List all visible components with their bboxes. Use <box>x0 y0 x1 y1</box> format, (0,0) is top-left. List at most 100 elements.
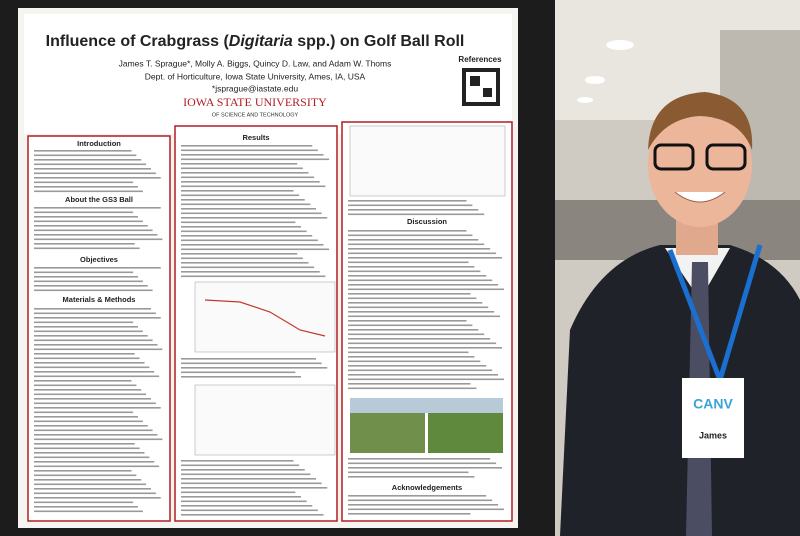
text-line <box>348 508 505 511</box>
text-line <box>348 499 493 502</box>
text-line <box>348 387 477 390</box>
text-line <box>34 271 134 274</box>
text-line <box>34 357 140 360</box>
text-line <box>181 496 301 498</box>
text-line <box>34 465 160 468</box>
text-line <box>348 369 493 372</box>
text-line <box>348 248 491 250</box>
text-line <box>34 312 156 315</box>
text-line <box>181 194 300 197</box>
university: IOWA STATE UNIVERSITY <box>183 95 327 109</box>
text-line <box>348 458 491 460</box>
text-line <box>34 168 151 170</box>
text-line <box>34 470 132 472</box>
text-line <box>181 376 301 378</box>
text-line <box>34 225 148 227</box>
text-line <box>34 384 137 387</box>
text-line <box>348 342 497 345</box>
text-line <box>348 252 497 255</box>
text-line <box>348 293 471 295</box>
text-line <box>181 460 294 462</box>
text-line <box>34 407 161 409</box>
text-line <box>181 203 311 206</box>
text-line <box>348 333 485 336</box>
text-line <box>181 509 318 512</box>
text-line <box>181 217 328 219</box>
text-line <box>181 199 305 201</box>
text-line <box>181 464 300 467</box>
text-line <box>34 443 135 445</box>
text-line <box>181 172 309 174</box>
text-line <box>34 229 153 232</box>
text-line <box>348 513 471 515</box>
section-heading: Acknowledgements <box>392 483 462 492</box>
text-line <box>181 253 298 255</box>
text-line <box>34 220 143 223</box>
text-line <box>348 351 469 354</box>
text-line <box>181 271 320 273</box>
text-line <box>348 315 501 318</box>
text-line <box>34 393 147 396</box>
text-line <box>34 177 161 179</box>
text-line <box>348 365 487 367</box>
text-line <box>34 362 145 364</box>
light <box>577 97 593 103</box>
column <box>27 135 171 522</box>
text-line <box>181 478 316 480</box>
text-line <box>34 326 138 328</box>
glasses <box>653 143 695 171</box>
text-line <box>348 383 471 385</box>
section-heading: Results <box>242 133 269 142</box>
text-line <box>348 284 499 286</box>
text-line <box>181 149 318 152</box>
text-line <box>34 371 155 373</box>
text-line <box>34 479 142 481</box>
text-line <box>34 344 158 346</box>
text-line <box>181 158 330 161</box>
text-line <box>348 230 467 232</box>
text-line <box>34 353 135 355</box>
text-line <box>181 358 316 360</box>
badge <box>682 378 744 458</box>
text-line <box>348 338 491 340</box>
text-line <box>181 154 324 156</box>
jacket <box>560 245 800 536</box>
text-line <box>348 462 497 465</box>
text-line <box>181 487 328 489</box>
figure <box>194 384 336 456</box>
poster-title: Influence of Crabgrass (Digitaria spp.) … <box>46 33 465 50</box>
text-line <box>181 235 313 237</box>
email: *jsprague@iastate.edu <box>212 83 298 93</box>
text-line <box>34 438 163 441</box>
text-line <box>348 329 479 331</box>
text-line <box>181 482 322 485</box>
text-line <box>34 348 163 351</box>
qr-code <box>470 76 480 86</box>
text-line <box>34 211 134 214</box>
text-line <box>34 434 158 436</box>
text-line <box>348 275 487 277</box>
text-line <box>348 356 475 358</box>
text-line <box>34 289 153 292</box>
light <box>585 76 605 84</box>
text-line <box>181 491 296 494</box>
section-heading: About the GS3 Ball <box>65 195 133 204</box>
text-line <box>34 276 138 278</box>
text-line <box>34 267 161 269</box>
text-line <box>34 492 156 495</box>
text-line <box>348 234 473 237</box>
text-line <box>181 208 316 210</box>
text-line <box>34 186 138 188</box>
face <box>648 103 752 227</box>
text-line <box>348 360 481 363</box>
text-line <box>34 411 134 414</box>
badge-name: James <box>699 430 727 440</box>
text-line <box>34 159 142 161</box>
section-heading: Objectives <box>80 255 118 264</box>
text-line <box>34 510 143 513</box>
text-line <box>181 221 296 224</box>
text-line <box>34 163 147 166</box>
text-line <box>181 514 324 516</box>
figure <box>194 281 336 353</box>
